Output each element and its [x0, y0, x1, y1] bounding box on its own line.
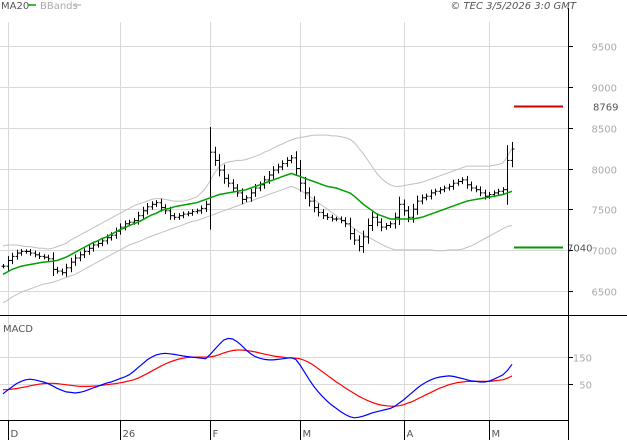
price-tick-label: 8000 — [592, 166, 617, 177]
source-attribution: © TEC 3/5/2026 3:0 GMT — [450, 1, 577, 12]
time-axis-ticks: D 26 F M A M — [8, 420, 501, 440]
macd-signal-line — [3, 349, 513, 407]
price-axis-ticks: 6500 7000 7500 8000 8500 9000 9500 — [568, 43, 617, 299]
macd-tick-label: 150 — [573, 354, 592, 365]
time-tick-label: F — [213, 429, 219, 440]
price-tick-label: 6500 — [592, 288, 617, 299]
time-tick-label: 26 — [123, 429, 136, 440]
resistance-level-label: 8769 — [593, 103, 618, 114]
time-tick-label: D — [11, 429, 19, 440]
support-level-label: 7040 — [567, 244, 592, 255]
macd-lines — [2, 337, 513, 419]
ma20-line-group — [2, 172, 513, 275]
price-levels: 8769 7040 — [514, 103, 618, 255]
price-tick-label: 9500 — [592, 43, 617, 54]
macd-tick-label: 50 — [579, 381, 592, 392]
macd-line — [2, 337, 513, 419]
legend-bbands: BBands — [40, 1, 78, 12]
price-tick-label: 7500 — [592, 206, 617, 217]
time-tick-label: M — [492, 429, 501, 440]
legend-ma20: MA20 — [1, 1, 29, 12]
price-tick-label: 7000 — [592, 247, 617, 258]
price-gridlines — [0, 22, 568, 420]
time-tick-label: M — [303, 429, 312, 440]
macd-axis-ticks: 50 150 — [568, 354, 592, 392]
bollinger-bands — [2, 134, 513, 304]
ma20-line — [2, 172, 513, 275]
bband-lower-line — [2, 185, 513, 304]
price-tick-label: 8500 — [592, 125, 617, 136]
macd-panel-label: MACD — [3, 324, 33, 335]
price-tick-label: 9000 — [592, 84, 617, 95]
price-bars — [1, 127, 515, 277]
bband-upper-line — [2, 134, 513, 250]
time-tick-label: A — [407, 429, 414, 440]
